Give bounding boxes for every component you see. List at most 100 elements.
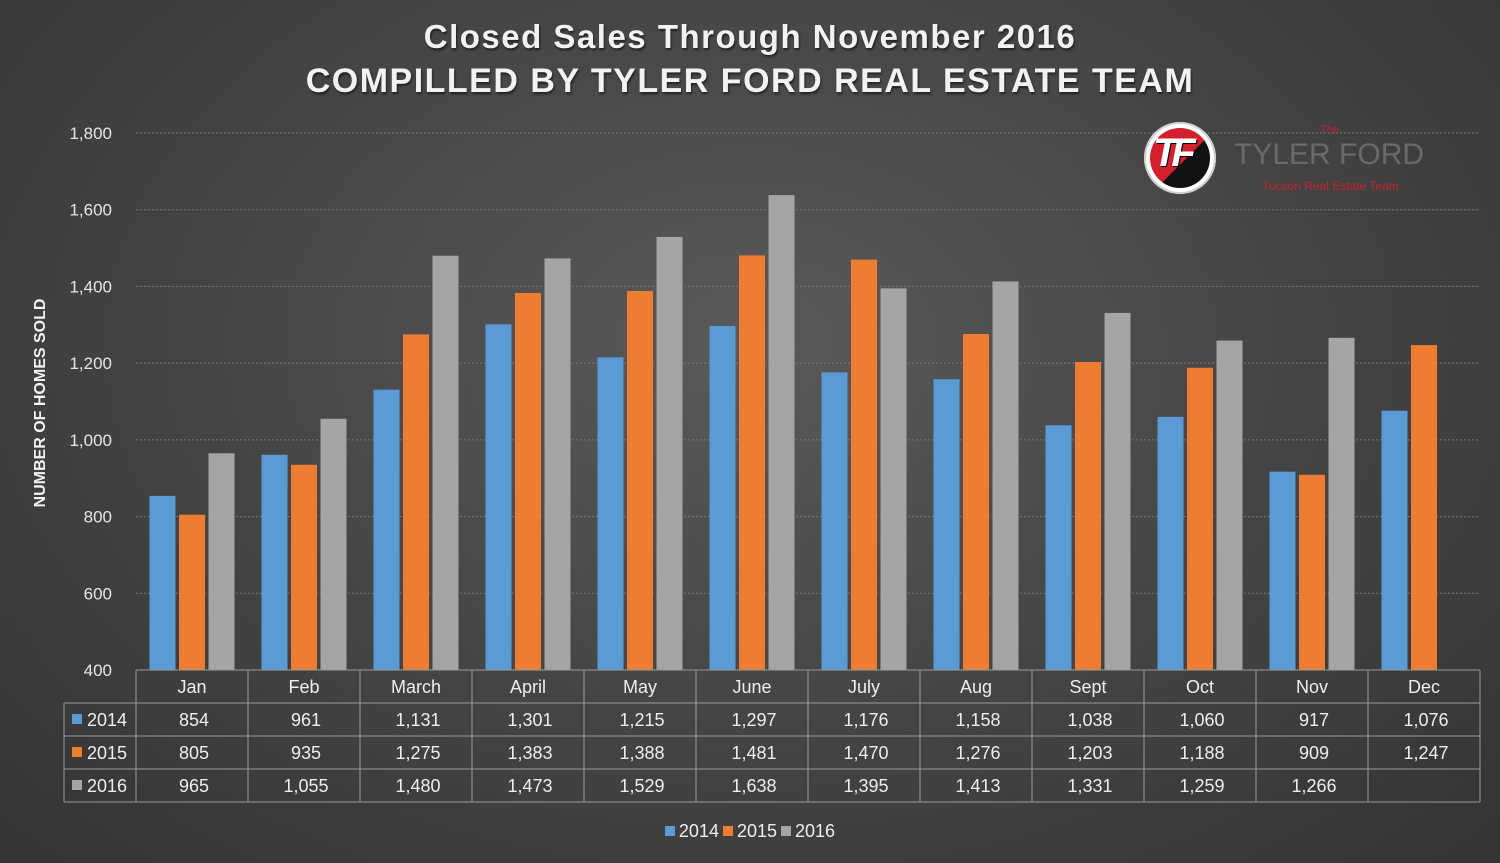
x-tick-label: March [391, 677, 441, 697]
data-label: 1,055 [283, 776, 328, 796]
table-series-name: 2016 [87, 776, 127, 796]
table-series-name: 2015 [87, 743, 127, 763]
data-label: 1,331 [1067, 776, 1112, 796]
bar-2014-Dec [1381, 410, 1408, 670]
data-label: 917 [1299, 710, 1329, 730]
data-label: 1,383 [507, 743, 552, 763]
x-tick-label: Nov [1296, 677, 1328, 697]
bar-2015-July [851, 259, 877, 670]
data-label: 1,388 [619, 743, 664, 763]
data-label: 805 [179, 743, 209, 763]
legend-label: 2014 [678, 821, 719, 841]
data-label: 1,038 [1067, 710, 1112, 730]
bar-2015-March [403, 334, 429, 670]
bar-2016-May [656, 236, 683, 670]
data-label: 1,481 [731, 743, 776, 763]
bar-2016-June [768, 195, 795, 671]
y-tick-label: 800 [84, 508, 112, 527]
data-label: 1,276 [955, 743, 1000, 763]
data-label: 1,259 [1179, 776, 1224, 796]
bar-2015-Dec [1411, 345, 1437, 670]
x-tick-label: Jan [177, 677, 206, 697]
bar-2016-Sept [1104, 312, 1131, 670]
table-series-name: 2014 [87, 710, 127, 730]
legend-item-2014: 2014 [664, 821, 719, 842]
x-tick-label: May [623, 677, 657, 697]
legend-swatch [722, 826, 733, 836]
x-tick-label: Feb [288, 677, 319, 697]
bar-2015-Sept [1075, 361, 1101, 670]
bar-2014-March [373, 389, 400, 670]
logo-name: TYLER FORD [1234, 138, 1425, 171]
bar-2016-July [880, 288, 907, 670]
data-label: 909 [1299, 743, 1329, 763]
y-tick-label: 1,400 [69, 277, 112, 296]
x-tick-label: Dec [1408, 677, 1440, 697]
data-label: 1,158 [955, 710, 1000, 730]
data-label: 961 [291, 710, 321, 730]
data-label: 1,480 [395, 776, 440, 796]
x-tick-label: Oct [1186, 677, 1214, 697]
bar-2016-March [432, 255, 459, 670]
data-label: 1,413 [955, 776, 1000, 796]
bar-2015-Aug [963, 333, 989, 670]
bar-2014-Sept [1045, 425, 1072, 670]
data-label: 1,473 [507, 776, 552, 796]
bar-2015-Jan [179, 514, 205, 670]
legend-item-2015: 2015 [722, 821, 778, 842]
legend-label: 2015 [736, 821, 778, 841]
legend-item-2016: 2016 [781, 821, 835, 842]
logo-tagline: Tucson Real Estate Team [1262, 179, 1399, 193]
legend-swatch [781, 826, 792, 836]
bar-2016-Aug [992, 281, 1019, 670]
data-label: 854 [179, 710, 209, 730]
table-legend-key-2015 [72, 747, 82, 757]
data-label: 1,470 [843, 743, 888, 763]
data-label: 1,188 [1179, 743, 1224, 763]
bar-2014-Aug [933, 379, 960, 670]
data-label: 1,203 [1067, 743, 1112, 763]
bar-2014-Oct [1157, 416, 1184, 670]
data-label: 1,076 [1403, 710, 1448, 730]
y-tick-label: 400 [84, 661, 112, 680]
data-label: 965 [179, 776, 209, 796]
y-tick-label: 1,800 [69, 124, 112, 143]
bar-2014-May [597, 357, 624, 670]
y-tick-label: 1,600 [69, 201, 112, 220]
table-legend-key-2014 [72, 714, 82, 724]
tyler-ford-logo: TF The TYLER FORD Tucson Real Estate Tea… [1142, 120, 1442, 200]
logo-emblem: TF [1144, 122, 1216, 194]
data-label: 1,638 [731, 776, 776, 796]
bar-2016-Oct [1216, 340, 1243, 670]
x-tick-label: June [732, 677, 771, 697]
chart-subtitle: COMPILLED BY TYLER FORD REAL ESTATE TEAM [305, 62, 1195, 100]
bar-2015-May [627, 291, 653, 670]
data-label: 1,297 [731, 710, 776, 730]
bar-2014-Jan [149, 495, 176, 670]
data-label: 1,529 [619, 776, 664, 796]
bar-2016-Feb [320, 418, 347, 670]
bar-2015-Feb [291, 464, 317, 670]
logo-the: The [1320, 124, 1339, 136]
bar-2016-April [544, 258, 571, 670]
bar-2014-June [709, 325, 736, 670]
bar-2015-April [515, 292, 541, 670]
data-label: 1,247 [1403, 743, 1448, 763]
logo-monogram: TF [1153, 131, 1196, 175]
data-label: 1,131 [395, 710, 440, 730]
table-legend-key-2016 [72, 780, 82, 790]
bar-2014-April [485, 324, 512, 670]
data-label: 1,266 [1291, 776, 1336, 796]
x-tick-label: Sept [1069, 677, 1106, 697]
data-label: 1,060 [1179, 710, 1224, 730]
chart-title: Closed Sales Through November 2016 [423, 18, 1077, 55]
bar-2014-July [821, 372, 848, 670]
y-tick-label: 1,000 [69, 431, 112, 450]
x-tick-label: Aug [960, 677, 992, 697]
bar-2015-Nov [1299, 474, 1325, 670]
bar-2015-June [739, 255, 765, 670]
data-label: 1,395 [843, 776, 888, 796]
chart-legend: 2014 2015 2016 [0, 821, 1500, 842]
y-tick-label: 1,200 [69, 354, 112, 373]
